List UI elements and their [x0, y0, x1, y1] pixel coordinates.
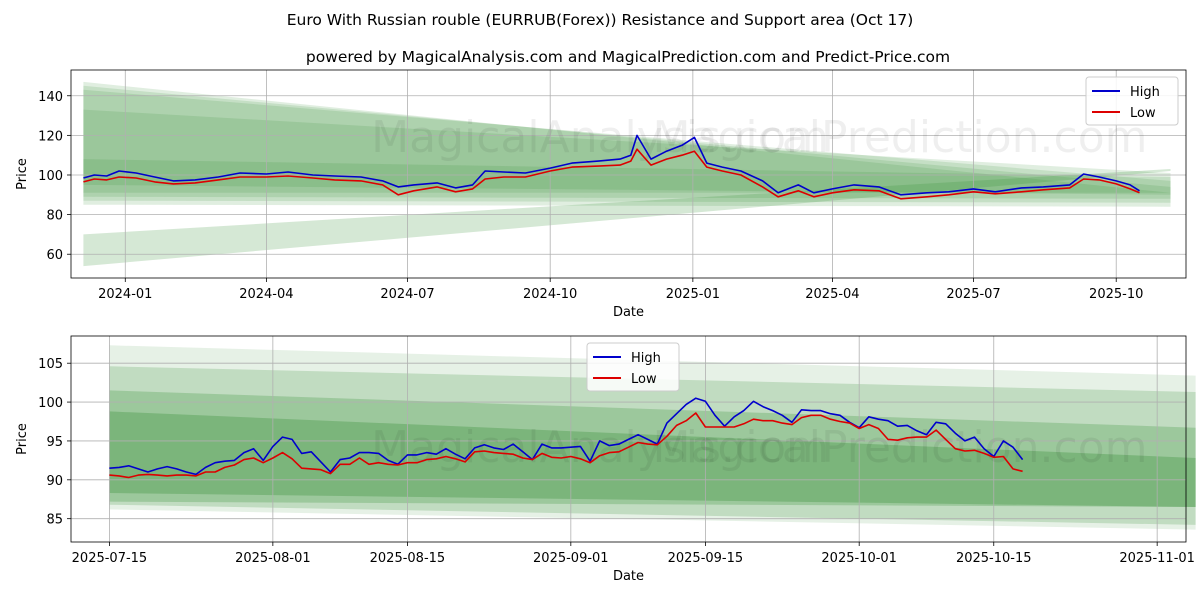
x-axis-label: Date [613, 305, 644, 320]
axes: 2025-07-15 2025-08-01 2025-08-15 2025-09-01… [38, 335, 1195, 566]
x-tick-label: 2025-08-01 [235, 551, 311, 566]
band-4 [83, 159, 1171, 195]
x-axis-label: Date [613, 569, 644, 584]
x-tick-label: 2025-08-15 [370, 551, 446, 566]
x-tick-label: 2025-10-01 [821, 551, 897, 566]
x-tick-label: 2025-10 [1089, 287, 1143, 302]
y-axis-label: Price [15, 423, 30, 455]
plot-frame [70, 335, 1187, 543]
y-tick-label: 140 [38, 90, 63, 105]
x-tick-label: 2024-01 [98, 287, 152, 302]
gridlines [71, 336, 1186, 542]
y-tick-label: 80 [46, 209, 63, 224]
x-tick-label: 2025-04 [805, 287, 859, 302]
upper-panel: MagicalAnalysis.com MagicalPrediction.co… [15, 69, 1187, 320]
series-low-line [109, 412, 1023, 479]
x-tick-label: 2025-09-01 [533, 551, 609, 566]
x-tick-label: 2024-07 [380, 287, 434, 302]
resistance-support-bands [109, 345, 1196, 530]
legend-low-label: Low [631, 372, 657, 387]
legend: High Low [1085, 76, 1179, 126]
legend-high-label: High [1130, 85, 1160, 100]
lower-panel: MagicalAnalysis.com MagicalPrediction.co… [15, 335, 1196, 584]
y-tick-label: 100 [38, 396, 63, 411]
band-0 [109, 345, 1196, 530]
watermark-analysis: MagicalAnalysis.com [371, 422, 829, 473]
chart-subtitle: powered by MagicalAnalysis.com and Magic… [306, 48, 950, 66]
y-tick-label: 105 [38, 357, 63, 372]
x-tick-label: 2025-09-15 [668, 551, 744, 566]
series-high-line [109, 397, 1024, 476]
chart-title: Euro With Russian rouble (EURRUB(Forex))… [287, 11, 914, 29]
y-tick-label: 60 [46, 248, 63, 263]
x-tick-label: 2025-07-15 [72, 551, 148, 566]
band-1 [109, 366, 1196, 525]
legend-high-label: High [631, 351, 661, 366]
watermark-analysis: MagicalAnalysis.com [371, 112, 829, 163]
watermark-prediction: MagicalPrediction.com [653, 422, 1148, 473]
legend: High Low [586, 342, 680, 392]
x-tick-label: 2025-10-15 [956, 551, 1032, 566]
series-low-line [83, 148, 1140, 200]
band-3 [109, 411, 1196, 507]
band-1 [83, 85, 1171, 203]
x-tick-label: 2025-11-01 [1119, 551, 1195, 566]
resistance-support-bands [83, 81, 1171, 267]
y-tick-label: 95 [46, 435, 63, 450]
x-tick-label: 2024-10 [523, 287, 577, 302]
price-lines [83, 134, 1140, 200]
y-tick-label: 120 [38, 129, 63, 144]
x-tick-label: 2025-01 [666, 287, 720, 302]
band-3 [83, 109, 1171, 193]
gridlines [71, 70, 1186, 278]
price-lines [109, 397, 1024, 479]
band-0 [83, 81, 1171, 207]
axes: 2024-01 2024-04 2024-07 2024-10 2025-01 2025-… [38, 69, 1187, 302]
watermark-prediction: MagicalPrediction.com [653, 112, 1148, 163]
y-tick-label: 90 [46, 474, 63, 489]
series-high-line [83, 134, 1140, 196]
x-tick-label: 2025-07 [946, 287, 1000, 302]
x-tick-label: 2024-04 [239, 287, 293, 302]
y-tick-label: 100 [38, 169, 63, 184]
y-axis-label: Price [15, 158, 30, 190]
band-2 [109, 390, 1196, 507]
y-tick-label: 85 [46, 513, 63, 528]
legend-low-label: Low [1130, 106, 1156, 121]
plot-frame [70, 69, 1187, 279]
band-2 [83, 89, 1171, 199]
